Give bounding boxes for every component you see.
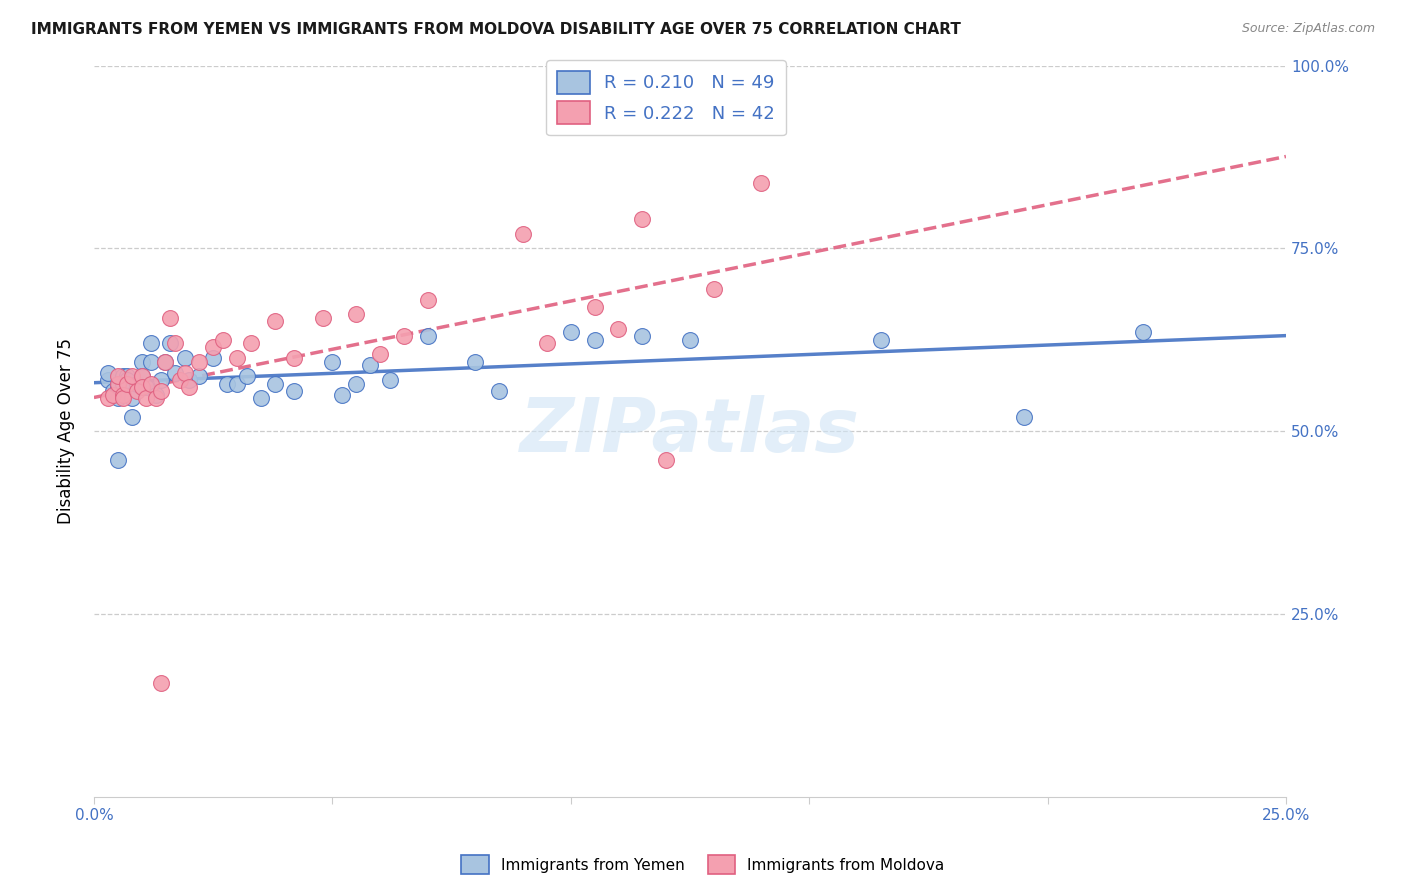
Point [145,387,167,401]
Y-axis label: Disability Age Over 75: Disability Age Over 75 [58,338,75,524]
Point [359,359,381,373]
Point [155,354,177,368]
Point [159,310,181,325]
Point [416,293,439,307]
Point [173,351,195,365]
Point [135,380,157,394]
Point [378,373,401,387]
Point [101,387,124,401]
Point [163,366,186,380]
Point [141,376,163,391]
Point [226,376,249,391]
Point [536,336,558,351]
Point [330,387,353,401]
Point [131,380,153,394]
Point [169,373,191,387]
Point [97,373,120,387]
Legend: Immigrants from Yemen, Immigrants from Moldova: Immigrants from Yemen, Immigrants from M… [456,849,950,880]
Point [141,336,163,351]
Point [226,351,249,365]
Point [283,384,305,398]
Point [250,391,273,405]
Point [464,354,486,368]
Point [155,354,177,368]
Point [121,391,143,405]
Point [111,369,134,384]
Point [264,314,287,328]
Point [344,376,367,391]
Point [111,387,134,401]
Point [187,354,209,368]
Point [111,376,134,391]
Point [131,369,153,384]
Point [240,336,263,351]
Point [202,340,225,354]
Point [107,369,129,384]
Legend: R = 0.210   N = 49, R = 0.222   N = 42: R = 0.210 N = 49, R = 0.222 N = 42 [547,60,786,136]
Point [107,376,129,391]
Point [107,380,129,394]
Point [149,384,172,398]
Point [107,391,129,405]
Point [751,176,773,190]
Point [179,373,201,387]
Point [655,453,678,467]
Point [202,351,225,365]
Point [703,282,725,296]
Text: Source: ZipAtlas.com: Source: ZipAtlas.com [1241,22,1375,36]
Point [312,310,335,325]
Point [631,329,654,343]
Point [1132,326,1154,340]
Point [368,347,391,361]
Point [1012,409,1035,424]
Point [211,333,233,347]
Point [235,369,257,384]
Point [187,369,209,384]
Point [97,391,120,405]
Point [416,329,439,343]
Point [97,366,120,380]
Point [135,391,157,405]
Point [583,300,606,314]
Point [141,354,163,368]
Point [117,376,139,391]
Point [121,369,143,384]
Point [173,366,195,380]
Point [145,391,167,405]
Point [131,354,153,368]
Point [149,676,172,690]
Point [159,336,181,351]
Point [121,409,143,424]
Point [117,373,139,387]
Point [583,333,606,347]
Point [869,333,891,347]
Point [149,373,172,387]
Point [107,376,129,391]
Point [264,376,287,391]
Point [392,329,415,343]
Point [111,391,134,405]
Point [344,307,367,321]
Point [560,326,582,340]
Text: ZIPatlas: ZIPatlas [520,394,860,467]
Text: IMMIGRANTS FROM YEMEN VS IMMIGRANTS FROM MOLDOVA DISABILITY AGE OVER 75 CORRELAT: IMMIGRANTS FROM YEMEN VS IMMIGRANTS FROM… [31,22,960,37]
Point [512,227,534,241]
Point [101,384,124,398]
Point [217,376,239,391]
Point [283,351,305,365]
Point [125,384,148,398]
Point [163,336,186,351]
Point [631,212,654,227]
Point [679,333,702,347]
Point [488,384,510,398]
Point [107,453,129,467]
Point [321,354,343,368]
Point [131,369,153,384]
Point [125,376,148,391]
Point [607,322,630,336]
Point [117,369,139,384]
Point [179,380,201,394]
